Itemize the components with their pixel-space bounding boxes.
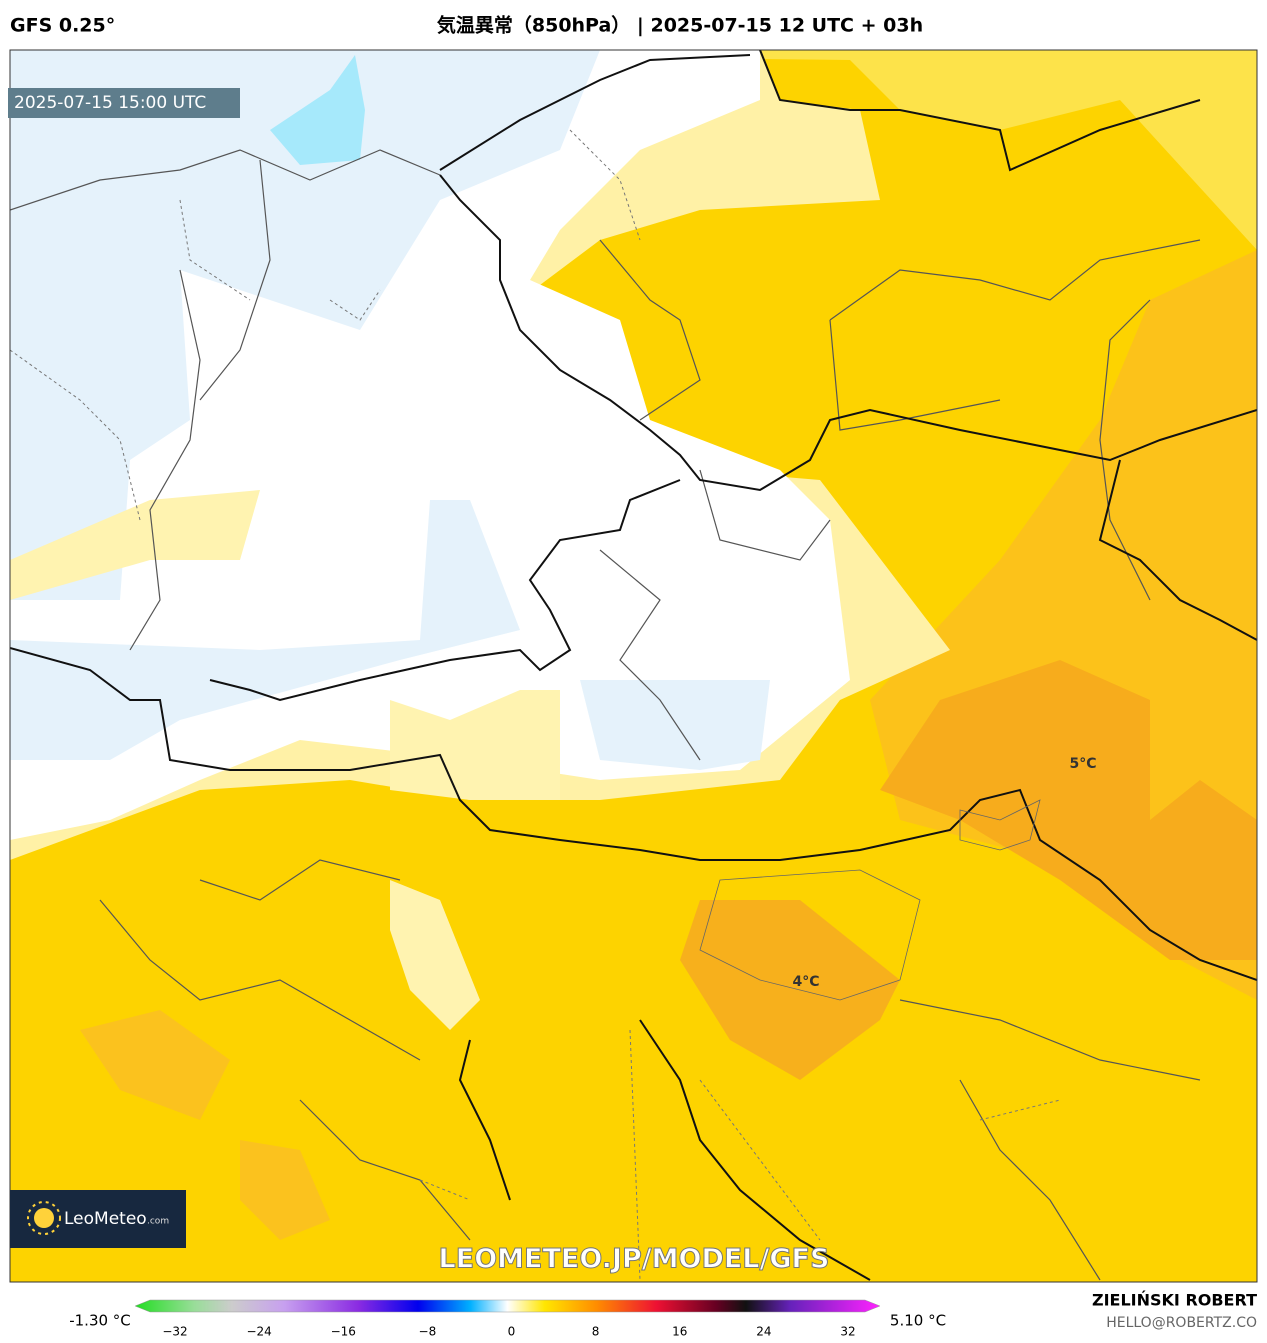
light-field — [10, 490, 260, 600]
logo-sun — [34, 1208, 54, 1228]
watermark: LEOMETEO.JP/MODEL/GFS — [439, 1244, 830, 1275]
contour-label: 4°C — [792, 974, 819, 990]
colorbar-tick-label: −32 — [162, 1325, 187, 1339]
cool-field — [10, 50, 600, 600]
region-borders — [699, 799, 1041, 1001]
colorbar — [134, 1299, 881, 1313]
contour-label: 5°C — [1069, 756, 1096, 772]
colorbar-min: -1.30 °C — [69, 1312, 131, 1330]
email: HELLO@ROBERTZ.CO — [1106, 1315, 1257, 1331]
colorbar-tick-label: 8 — [592, 1325, 600, 1339]
warm-field — [80, 1010, 230, 1120]
map-frame — [9, 49, 1258, 1283]
colorbar-tick-label: 16 — [672, 1325, 687, 1339]
cool-field — [10, 500, 520, 760]
valid-time: 2025-07-15 15:00 UTC — [14, 93, 206, 113]
author: ZIELIŃSKI ROBERT — [1092, 1291, 1257, 1310]
time-badge — [8, 88, 240, 118]
title: 気温異常（850hPa） | 2025-07-15 12 UTC + 03h — [437, 14, 923, 37]
logo-rays — [27, 1201, 61, 1235]
light-field — [390, 690, 560, 800]
colorbar-tick-label: −24 — [246, 1325, 271, 1339]
colorbar-tick-label: 24 — [756, 1325, 771, 1339]
hot-field — [680, 900, 900, 1080]
map — [10, 50, 1257, 1282]
colorbar-ticks: −32 −24 −16 −8 0 8 16 24 32 — [162, 1325, 855, 1339]
model-label: GFS 0.25° — [10, 15, 115, 37]
colorbar-tick-label: 32 — [840, 1325, 855, 1339]
colorbar-tick-label: −8 — [419, 1325, 437, 1339]
colorbar-tick-label: −16 — [331, 1325, 356, 1339]
colorbar-tick-label: 0 — [508, 1325, 516, 1339]
warm-field — [240, 1140, 330, 1240]
logo-name: LeoMeteo — [64, 1209, 147, 1229]
cold-patch — [270, 55, 365, 165]
light-field — [390, 880, 480, 1030]
cool-field — [580, 680, 770, 770]
hot-field — [880, 660, 1257, 960]
colorbar-max: 5.10 °C — [890, 1312, 946, 1330]
mild-field — [10, 50, 1257, 250]
logo-suffix: .com — [147, 1217, 169, 1227]
